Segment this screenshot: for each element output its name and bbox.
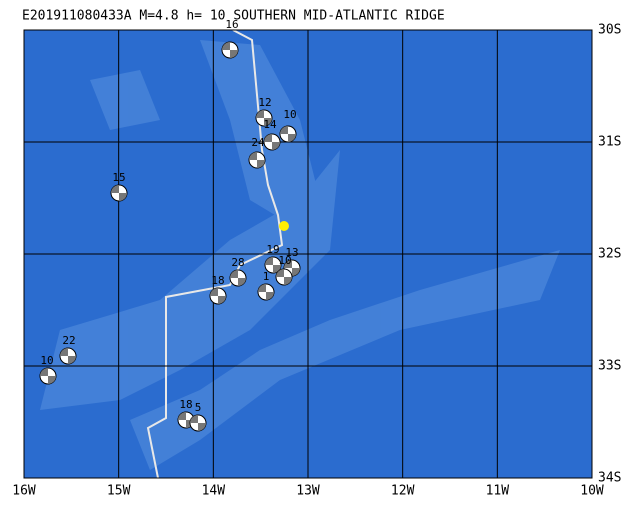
event-label: 24 [251, 136, 265, 149]
beachball-quadrant [60, 348, 76, 364]
event-label: 18 [179, 398, 192, 411]
beachball-quadrant [210, 288, 226, 304]
beachball-quadrant [265, 257, 281, 273]
beachball-quadrant [230, 270, 246, 286]
event-label: 18 [211, 274, 224, 287]
event-label: 28 [231, 256, 244, 269]
x-label: 11W [486, 484, 510, 499]
y-label: 30S [598, 23, 621, 38]
event-label: 13 [285, 246, 298, 259]
x-label: 13W [296, 484, 320, 499]
event-label: 1 [263, 270, 270, 283]
y-label: 32S [598, 247, 621, 262]
event-label: 10 [278, 254, 291, 267]
x-label: 15W [107, 484, 131, 499]
beachball [221, 41, 239, 59]
beachball [189, 414, 207, 432]
frame [23, 29, 593, 479]
beachball [255, 109, 273, 127]
beachball [263, 133, 281, 151]
y-label: 34S [598, 471, 621, 486]
event-label: 12 [258, 96, 271, 109]
beachball-quadrant [190, 415, 206, 431]
event-label: 10 [283, 108, 296, 121]
beachball-quadrant [264, 134, 280, 150]
y-label: 31S [598, 135, 621, 150]
beachball [275, 268, 293, 286]
beachball-quadrant [111, 185, 127, 201]
beachball [39, 367, 57, 385]
beachball-quadrant [249, 152, 265, 168]
beachball [248, 151, 266, 169]
event-label: 19 [266, 243, 279, 256]
beachball [110, 184, 128, 202]
beachball-quadrant [40, 368, 56, 384]
event-label: 22 [62, 334, 75, 347]
event-label: 5 [195, 401, 202, 414]
beachball [209, 287, 227, 305]
beachball [229, 269, 247, 287]
beachball-quadrant [276, 269, 292, 285]
event-label: 15 [112, 171, 125, 184]
beachball-quadrant [284, 260, 300, 276]
x-label: 14W [202, 484, 226, 499]
y-label: 33S [598, 359, 621, 374]
beachball [279, 125, 297, 143]
beachball [264, 256, 282, 274]
event-label: 16 [225, 18, 238, 31]
plate-boundary [146, 29, 284, 479]
x-label: 10W [580, 484, 604, 499]
beachball-quadrant [256, 110, 272, 126]
beachball [59, 347, 77, 365]
event-label: 10 [40, 354, 53, 367]
beachball-quadrant [280, 126, 296, 142]
x-label: 12W [391, 484, 415, 499]
title: E201911080433A M=4.8 h= 10 SOUTHERN MID-… [22, 9, 445, 24]
beachball-quadrant [222, 42, 238, 58]
epicenter [279, 221, 289, 231]
beachball [257, 283, 275, 301]
event-label: 14 [263, 118, 277, 131]
x-label: 16W [12, 484, 36, 499]
beachball-quadrant [258, 284, 274, 300]
